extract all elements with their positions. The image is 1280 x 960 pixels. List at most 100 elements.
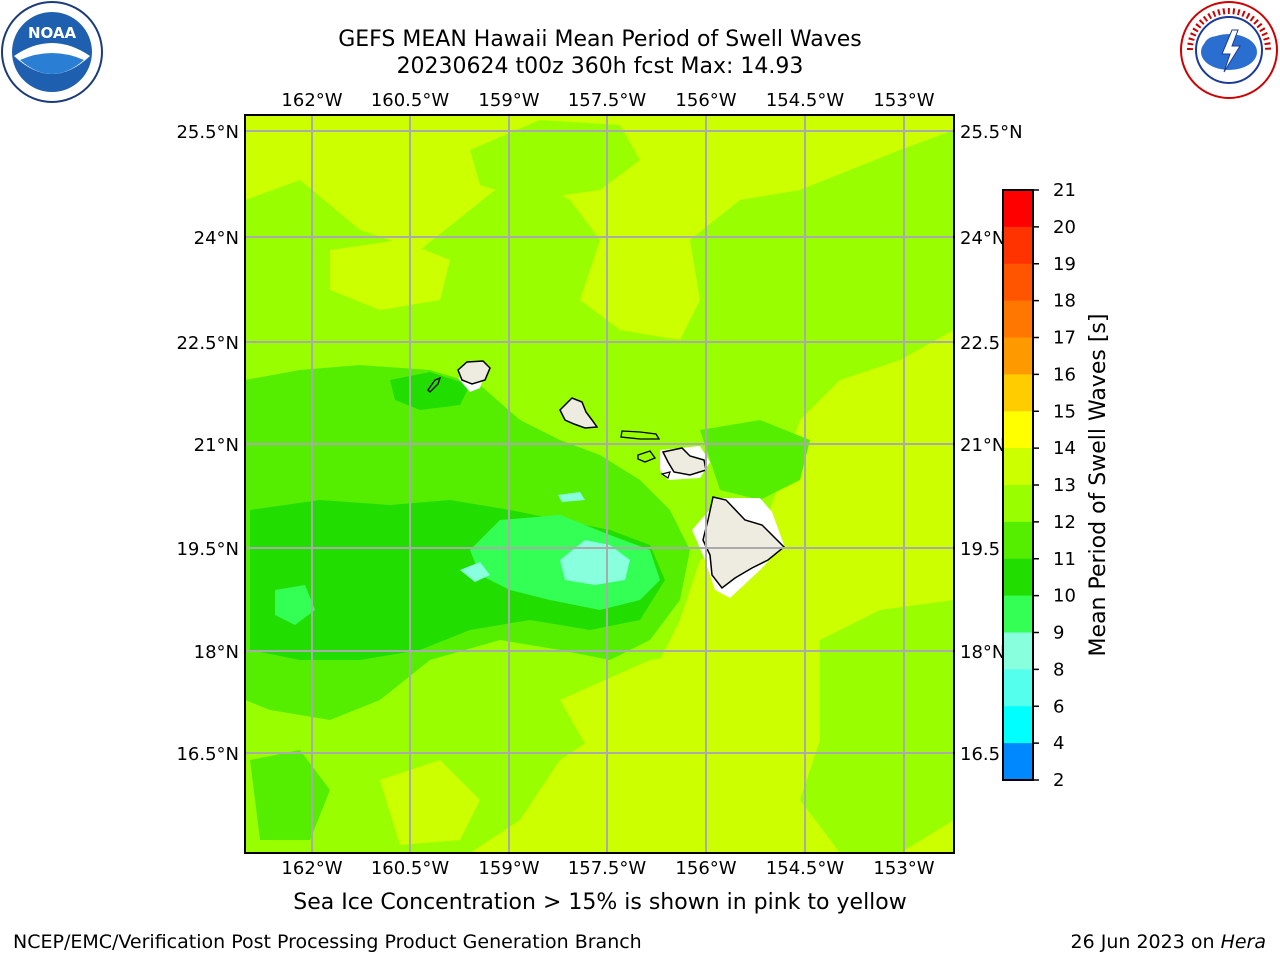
- island-oahu: [559, 397, 599, 429]
- field-9s-c: [558, 492, 585, 502]
- colorbar-segment: [1003, 411, 1033, 449]
- colorbar-segment: [1003, 190, 1033, 228]
- colorbar-tick-label: 10: [1053, 586, 1076, 607]
- map-field: [245, 115, 954, 853]
- footer-date-text: 26 Jun 2023 on: [1070, 931, 1221, 953]
- colorbar-tick-label: 4: [1053, 733, 1064, 754]
- lon-label-top: 159°W: [478, 90, 539, 111]
- caption: Sea Ice Concentration > 15% is shown in …: [293, 890, 907, 915]
- lon-label-bottom: 160.5°W: [371, 858, 450, 879]
- colorbar-ticks: 21 20 19 18 17 16 15 14 13 12 11 10 9 8 6 4 2: [1033, 180, 1076, 791]
- chart-title: GEFS MEAN Hawaii Mean Period of Swell Wa…: [338, 27, 862, 52]
- field-9s: [560, 540, 630, 585]
- graticule: [245, 115, 954, 853]
- lon-label-bottom: 157.5°W: [568, 858, 647, 879]
- noaa-logo-text: NOAA: [28, 24, 77, 42]
- field-9s-b: [460, 562, 490, 582]
- colorbar-tick-label: 9: [1053, 623, 1064, 644]
- lat-label-right: 21°N: [960, 435, 1005, 456]
- colorbar-segment: [1003, 485, 1033, 523]
- lat-label-left: 18°N: [194, 642, 239, 663]
- lon-label-bottom: 162°W: [281, 858, 342, 879]
- noaa-logo: NOAA: [1, 1, 103, 103]
- colorbar-tick-label: 21: [1053, 180, 1076, 201]
- colorbar-segment: [1003, 337, 1033, 375]
- colorbar-tick-label: 13: [1053, 475, 1076, 496]
- lon-labels-bottom: 162°W 160.5°W 159°W 157.5°W 156°W 154.5°W 153°…: [281, 858, 934, 879]
- lat-labels-right: 25.5°N 24°N 22.5 21°N 19.5 18°N 16.5: [960, 122, 1023, 765]
- colorbar-tick-label: 12: [1053, 512, 1076, 533]
- nws-logo: [1180, 1, 1278, 99]
- field-13s-north: [470, 120, 640, 200]
- colorbar: [1002, 189, 1034, 781]
- colorbar-tick-label: 14: [1053, 438, 1076, 459]
- colorbar-segment: [1003, 300, 1033, 338]
- lon-label-top: 157.5°W: [568, 90, 647, 111]
- lat-label-left: 16.5°N: [176, 744, 239, 765]
- footer-date: 26 Jun 2023 on Hera: [1071, 931, 1266, 953]
- colorbar-tick-label: 18: [1053, 291, 1076, 312]
- colorbar-segment: [1003, 669, 1033, 707]
- island-kauai: [457, 360, 491, 385]
- lon-label-top: 153°W: [873, 90, 934, 111]
- island-hawaii: [702, 496, 786, 590]
- field-14s-patch2: [560, 650, 760, 780]
- field-10s-b: [275, 585, 315, 625]
- colorbar-segment: [1003, 632, 1033, 670]
- colorbar-segment: [1003, 226, 1033, 265]
- colorbar-tick-label: 16: [1053, 364, 1076, 385]
- colorbar-segment: [1003, 706, 1033, 744]
- lat-label-left: 24°N: [194, 228, 239, 249]
- field-14s-patch3: [380, 760, 480, 845]
- lon-label-top: 160.5°W: [371, 90, 450, 111]
- lon-label-bottom: 153°W: [873, 858, 934, 879]
- colorbar-tick-label: 20: [1053, 217, 1076, 238]
- lon-label-bottom: 156°W: [675, 858, 736, 879]
- colorbar-segment: [1003, 595, 1033, 633]
- lon-label-bottom: 159°W: [478, 858, 539, 879]
- field-14s-patch1: [330, 240, 450, 310]
- lat-label-right: 24°N: [960, 228, 1005, 249]
- lat-label-left: 25.5°N: [176, 122, 239, 143]
- lon-label-top: 162°W: [281, 90, 342, 111]
- lat-label-right: 18°N: [960, 642, 1005, 663]
- colorbar-segment: [1003, 743, 1033, 781]
- lon-label-bottom: 154.5°W: [766, 858, 845, 879]
- lat-labels-left: 25.5°N 24°N 22.5°N 21°N 19.5°N 18°N 16.5°N: [176, 122, 239, 765]
- lat-label-left: 19.5°N: [176, 539, 239, 560]
- field-13s-east: [800, 600, 954, 853]
- colorbar-segment: [1003, 448, 1033, 486]
- lon-label-top: 154.5°W: [766, 90, 845, 111]
- colorbar-tick-label: 19: [1053, 254, 1076, 275]
- island-lanai: [637, 450, 657, 463]
- lat-label-right: 19.5: [960, 539, 1000, 560]
- colorbar-segment: [1003, 263, 1033, 302]
- chart-subtitle: 20230624 t00z 360h fcst Max: 14.93: [396, 54, 804, 79]
- map-frame: [244, 114, 955, 854]
- colorbar-segment: [1003, 374, 1033, 412]
- lon-labels-top: 162°W 160.5°W 159°W 157.5°W 156°W 154.5°W 153°…: [281, 90, 934, 111]
- island-kahoolawe: [660, 471, 671, 479]
- colorbar-tick-label: 8: [1053, 659, 1064, 680]
- footer-credit: NCEP/EMC/Verification Post Processing Pr…: [13, 931, 642, 953]
- footer-host: Hera: [1220, 931, 1266, 953]
- colorbar-tick-label: 11: [1053, 549, 1076, 570]
- colorbar-tick-label: 2: [1053, 770, 1064, 791]
- colorbar-segment: [1003, 521, 1033, 560]
- colorbar-tick-label: 6: [1053, 696, 1064, 717]
- lat-label-right: 16.5: [960, 744, 1000, 765]
- lon-label-top: 156°W: [675, 90, 736, 111]
- lat-label-left: 21°N: [194, 435, 239, 456]
- field-12s-c: [250, 750, 330, 840]
- island-molokai: [620, 430, 661, 440]
- island-niihau: [427, 376, 442, 393]
- lat-label-left: 22.5°N: [176, 333, 239, 354]
- field-12s-b: [700, 420, 810, 500]
- colorbar-tick-label: 15: [1053, 401, 1076, 422]
- colorbar-tick-label: 17: [1053, 328, 1076, 349]
- lat-label-right: 25.5°N: [960, 122, 1023, 143]
- colorbar-segment: [1003, 558, 1033, 597]
- colorbar-label: Mean Period of Swell Waves [s]: [1086, 314, 1111, 657]
- lat-label-right: 22.5: [960, 333, 1000, 354]
